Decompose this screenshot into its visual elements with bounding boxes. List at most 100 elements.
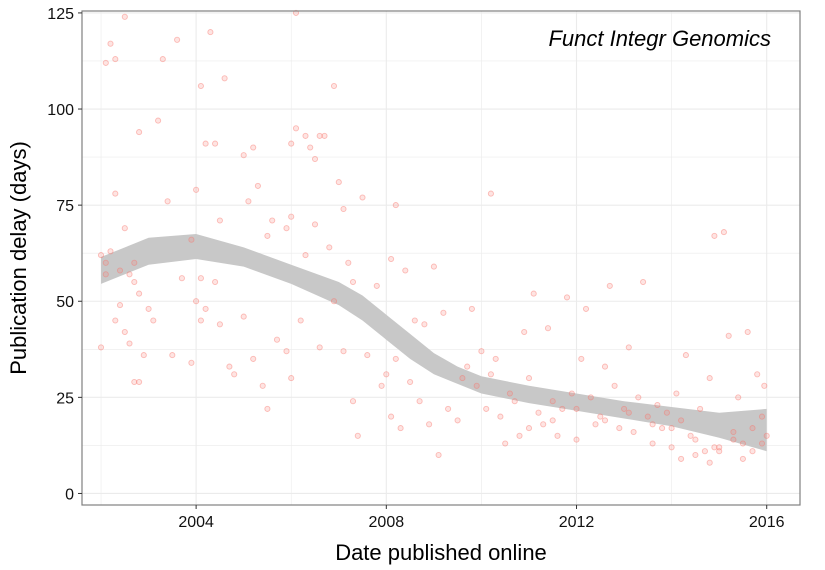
data-point bbox=[744, 328, 751, 336]
data-point bbox=[126, 340, 133, 347]
data-point bbox=[102, 271, 109, 278]
data-point bbox=[136, 129, 143, 136]
data-point bbox=[188, 359, 195, 366]
data-point bbox=[231, 371, 238, 378]
data-point bbox=[254, 182, 261, 189]
data-point bbox=[492, 355, 499, 362]
data-point bbox=[259, 382, 266, 389]
data-point bbox=[549, 398, 556, 405]
data-points bbox=[97, 9, 770, 466]
y-tick-label: 75 bbox=[56, 198, 74, 215]
data-point bbox=[749, 448, 756, 455]
data-point bbox=[102, 259, 109, 266]
data-point bbox=[668, 425, 675, 432]
data-point bbox=[273, 336, 281, 343]
data-point bbox=[354, 432, 361, 439]
data-point bbox=[673, 390, 680, 397]
data-point bbox=[739, 455, 746, 462]
data-point bbox=[121, 13, 128, 20]
y-axis-title: Publication delay (days) bbox=[6, 141, 31, 375]
data-point bbox=[559, 405, 566, 412]
data-point bbox=[216, 321, 223, 328]
data-point bbox=[402, 267, 409, 274]
data-point bbox=[207, 29, 214, 36]
data-point bbox=[392, 202, 399, 209]
data-point bbox=[283, 225, 290, 232]
data-point bbox=[126, 271, 133, 278]
x-axis-ticks: 2004 2008 2012 2016 bbox=[178, 505, 785, 531]
y-tick-label: 125 bbox=[47, 6, 74, 23]
data-point bbox=[678, 417, 685, 424]
data-point bbox=[601, 417, 609, 424]
data-point bbox=[116, 267, 124, 274]
data-point bbox=[706, 459, 713, 466]
data-point bbox=[549, 417, 556, 424]
data-point bbox=[193, 298, 200, 305]
y-tick-label: 25 bbox=[56, 390, 74, 407]
data-point bbox=[226, 363, 233, 370]
data-point bbox=[221, 75, 228, 82]
data-point bbox=[440, 309, 447, 316]
data-point bbox=[711, 232, 718, 239]
x-tick-label: 2008 bbox=[369, 514, 405, 531]
data-point bbox=[335, 179, 342, 186]
data-point bbox=[131, 259, 138, 266]
data-point bbox=[330, 82, 338, 90]
data-point bbox=[150, 317, 157, 324]
data-point bbox=[454, 417, 461, 424]
data-point bbox=[725, 332, 732, 339]
x-tick-label: 2004 bbox=[178, 514, 214, 531]
data-point bbox=[763, 432, 770, 439]
data-point bbox=[321, 132, 328, 139]
data-point bbox=[330, 298, 338, 305]
data-point bbox=[197, 82, 204, 90]
data-point bbox=[269, 217, 276, 224]
data-point bbox=[283, 348, 290, 355]
data-point bbox=[758, 440, 766, 447]
data-point bbox=[739, 440, 746, 447]
data-point bbox=[625, 409, 632, 416]
data-point bbox=[102, 59, 109, 66]
data-point bbox=[250, 144, 257, 151]
data-point bbox=[373, 282, 380, 289]
data-point bbox=[112, 190, 119, 197]
data-point bbox=[121, 225, 128, 232]
data-point bbox=[587, 394, 594, 401]
data-point bbox=[197, 275, 204, 282]
data-point bbox=[316, 132, 323, 139]
data-point bbox=[416, 398, 423, 405]
data-point bbox=[692, 451, 699, 459]
data-point bbox=[611, 382, 618, 389]
y-axis-ticks: 0 25 50 75 100 125 bbox=[47, 6, 82, 503]
data-point bbox=[668, 444, 675, 451]
data-point bbox=[212, 278, 219, 286]
data-point bbox=[640, 278, 647, 286]
data-point bbox=[349, 398, 357, 405]
data-point bbox=[316, 344, 323, 351]
data-point bbox=[107, 248, 114, 255]
data-point bbox=[497, 413, 504, 420]
data-point bbox=[397, 425, 404, 432]
data-point bbox=[478, 348, 485, 355]
data-point bbox=[644, 413, 651, 420]
data-point bbox=[601, 363, 609, 370]
data-point bbox=[730, 436, 737, 443]
data-point bbox=[435, 451, 442, 459]
data-point bbox=[131, 278, 138, 286]
data-point bbox=[487, 190, 494, 197]
data-point bbox=[530, 290, 537, 297]
data-point bbox=[159, 56, 166, 63]
data-point bbox=[701, 448, 708, 455]
data-point bbox=[392, 355, 399, 362]
data-point bbox=[112, 56, 119, 63]
data-point bbox=[720, 229, 727, 236]
smooth-band bbox=[101, 234, 767, 452]
data-point bbox=[178, 275, 185, 282]
data-point bbox=[97, 252, 105, 259]
data-point bbox=[240, 152, 247, 159]
data-point bbox=[649, 440, 656, 447]
data-point bbox=[678, 455, 685, 462]
data-point bbox=[654, 401, 661, 409]
data-point bbox=[597, 413, 604, 420]
